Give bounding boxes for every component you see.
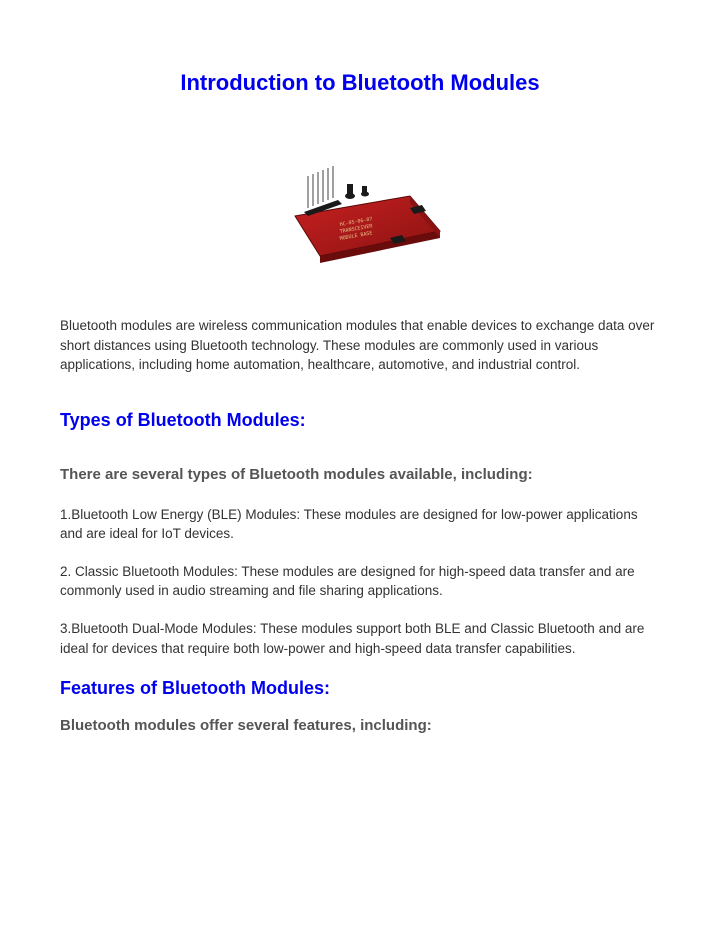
- bluetooth-module-image: HC-05-06-07 TRANSCEIVER MODULE BASE: [260, 146, 460, 276]
- type-item: 3.Bluetooth Dual-Mode Modules: These mod…: [60, 619, 660, 658]
- type-item: 2. Classic Bluetooth Modules: These modu…: [60, 562, 660, 601]
- types-subheading: There are several types of Bluetooth mod…: [60, 466, 660, 483]
- features-heading: Features of Bluetooth Modules:: [60, 678, 660, 699]
- intro-paragraph: Bluetooth modules are wireless communica…: [60, 316, 660, 375]
- type-item: 1.Bluetooth Low Energy (BLE) Modules: Th…: [60, 505, 660, 544]
- page-title: Introduction to Bluetooth Modules: [60, 70, 660, 96]
- types-heading: Types of Bluetooth Modules:: [60, 410, 660, 431]
- features-subheading: Bluetooth modules offer several features…: [60, 717, 660, 734]
